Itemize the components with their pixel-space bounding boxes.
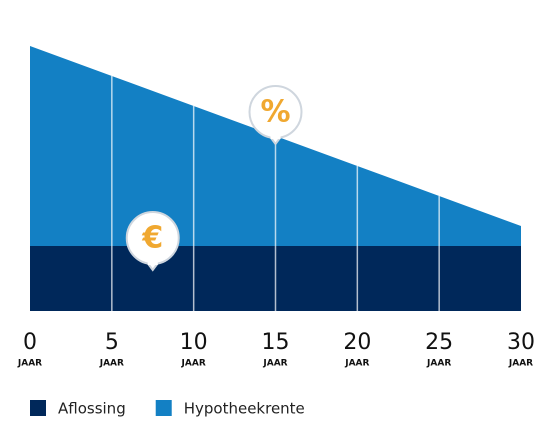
x-unit-label: JAAR <box>508 359 533 369</box>
x-unit-label: JAAR <box>17 359 42 369</box>
x-unit-label: JAAR <box>426 359 451 369</box>
x-unit-label: JAAR <box>99 359 124 369</box>
legend-swatch <box>155 400 172 416</box>
pin-joint <box>270 134 281 139</box>
annotation-pin: % <box>248 85 303 146</box>
x-tick-label: 15 <box>262 330 290 355</box>
x-tick-label: 10 <box>180 330 208 355</box>
x-tick-label: 5 <box>105 330 119 355</box>
annotation-text: € <box>141 221 163 256</box>
annotation-pin: € <box>125 211 180 272</box>
x-tick-label: 20 <box>343 330 371 355</box>
x-tick-label: 0 <box>23 330 37 355</box>
legend-label: Hypotheekrente <box>184 400 305 418</box>
legend-swatch <box>30 400 46 416</box>
x-unit-label: JAAR <box>344 359 369 369</box>
x-unit-label: JAAR <box>262 359 287 369</box>
x-tick-label: 30 <box>507 330 535 355</box>
legend-label: Aflossing <box>58 400 126 418</box>
pin-joint <box>147 260 158 265</box>
annotation-text: % <box>260 95 290 130</box>
x-tick-label: 25 <box>425 330 453 355</box>
x-unit-label: JAAR <box>181 359 206 369</box>
